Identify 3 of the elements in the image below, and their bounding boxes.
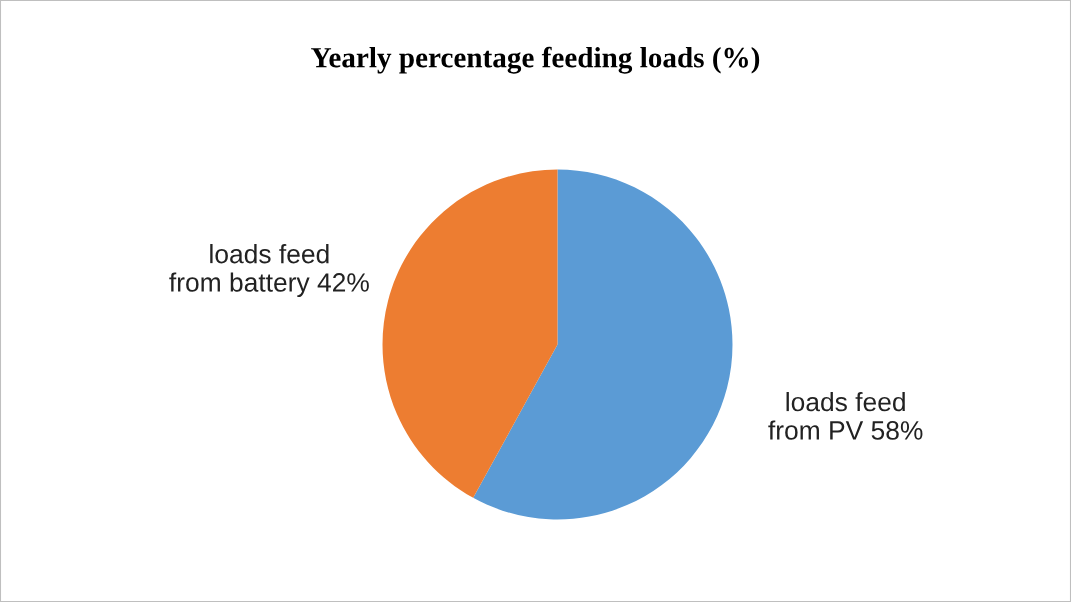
slice-label: loads feed from battery 42%: [169, 244, 369, 298]
chart-title: Yearly percentage feeding loads (%): [311, 46, 760, 74]
slice-label: loads feed from PV 58%: [768, 391, 923, 440]
